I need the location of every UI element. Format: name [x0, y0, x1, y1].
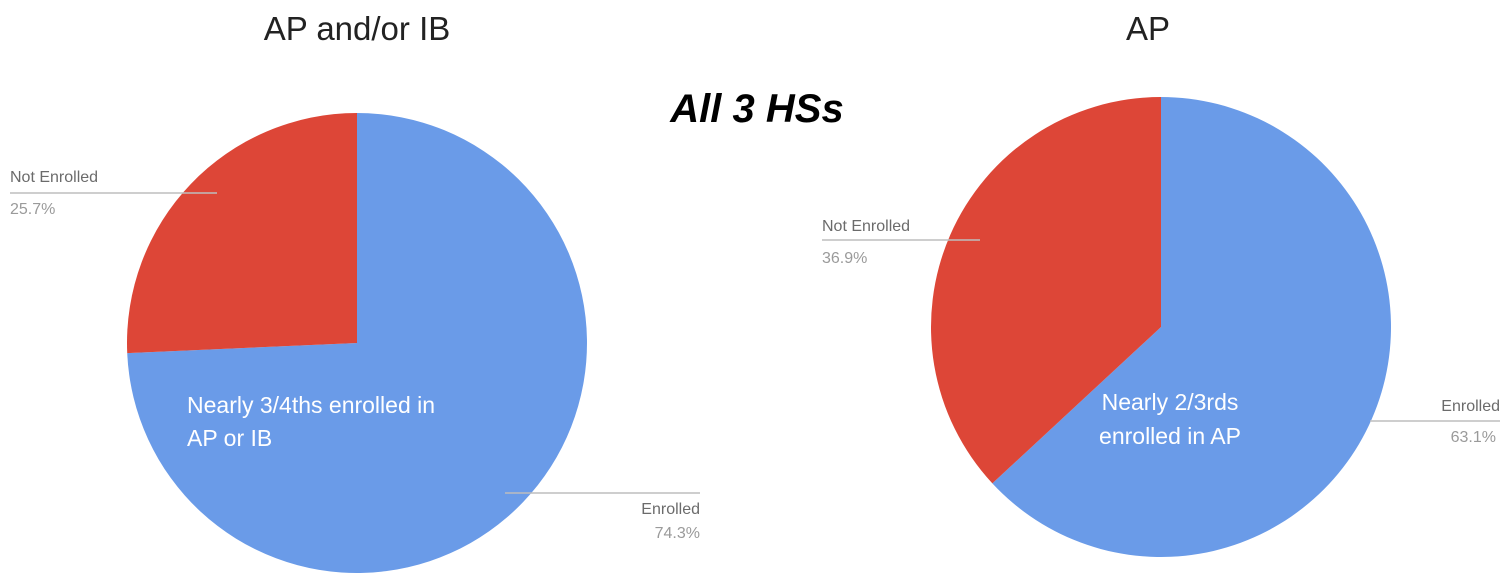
pie-slice-enrolled [992, 97, 1391, 558]
slice-value-enrolled: 74.3% [655, 525, 700, 542]
slice-label-enrolled: Enrolled [641, 501, 700, 518]
annotation-line-2: AP or IB [187, 425, 272, 451]
slice-value-not-enrolled: 36.9% [822, 250, 867, 267]
annotation-line-1: Nearly 2/3rds [1102, 389, 1239, 415]
chart-title: AP and/or IB [264, 10, 451, 47]
annotation-line-2: enrolled in AP [1099, 423, 1241, 449]
pie-chart-ap: AP Enrolled 63.1% Not Enrolled 36.9% Nea… [822, 10, 1500, 558]
pie-slice-enrolled [127, 113, 587, 573]
annotation-line-1: Nearly 3/4ths enrolled in [187, 392, 435, 418]
slice-label-enrolled: Enrolled [1441, 398, 1500, 415]
pie-slice-not-enrolled [930, 97, 1161, 484]
pie-slice-not-enrolled [126, 113, 358, 354]
slice-label-not-enrolled: Not Enrolled [822, 218, 910, 235]
banner-title: All 3 HSs [669, 87, 843, 131]
slice-value-not-enrolled: 25.7% [10, 201, 55, 218]
chart-title: AP [1126, 10, 1170, 47]
slice-label-not-enrolled: Not Enrolled [10, 169, 98, 186]
pie-chart-ap-ib: AP and/or IB Enrolled 74.3% Not Enrolled… [10, 10, 700, 573]
slice-value-enrolled: 63.1% [1451, 429, 1496, 446]
